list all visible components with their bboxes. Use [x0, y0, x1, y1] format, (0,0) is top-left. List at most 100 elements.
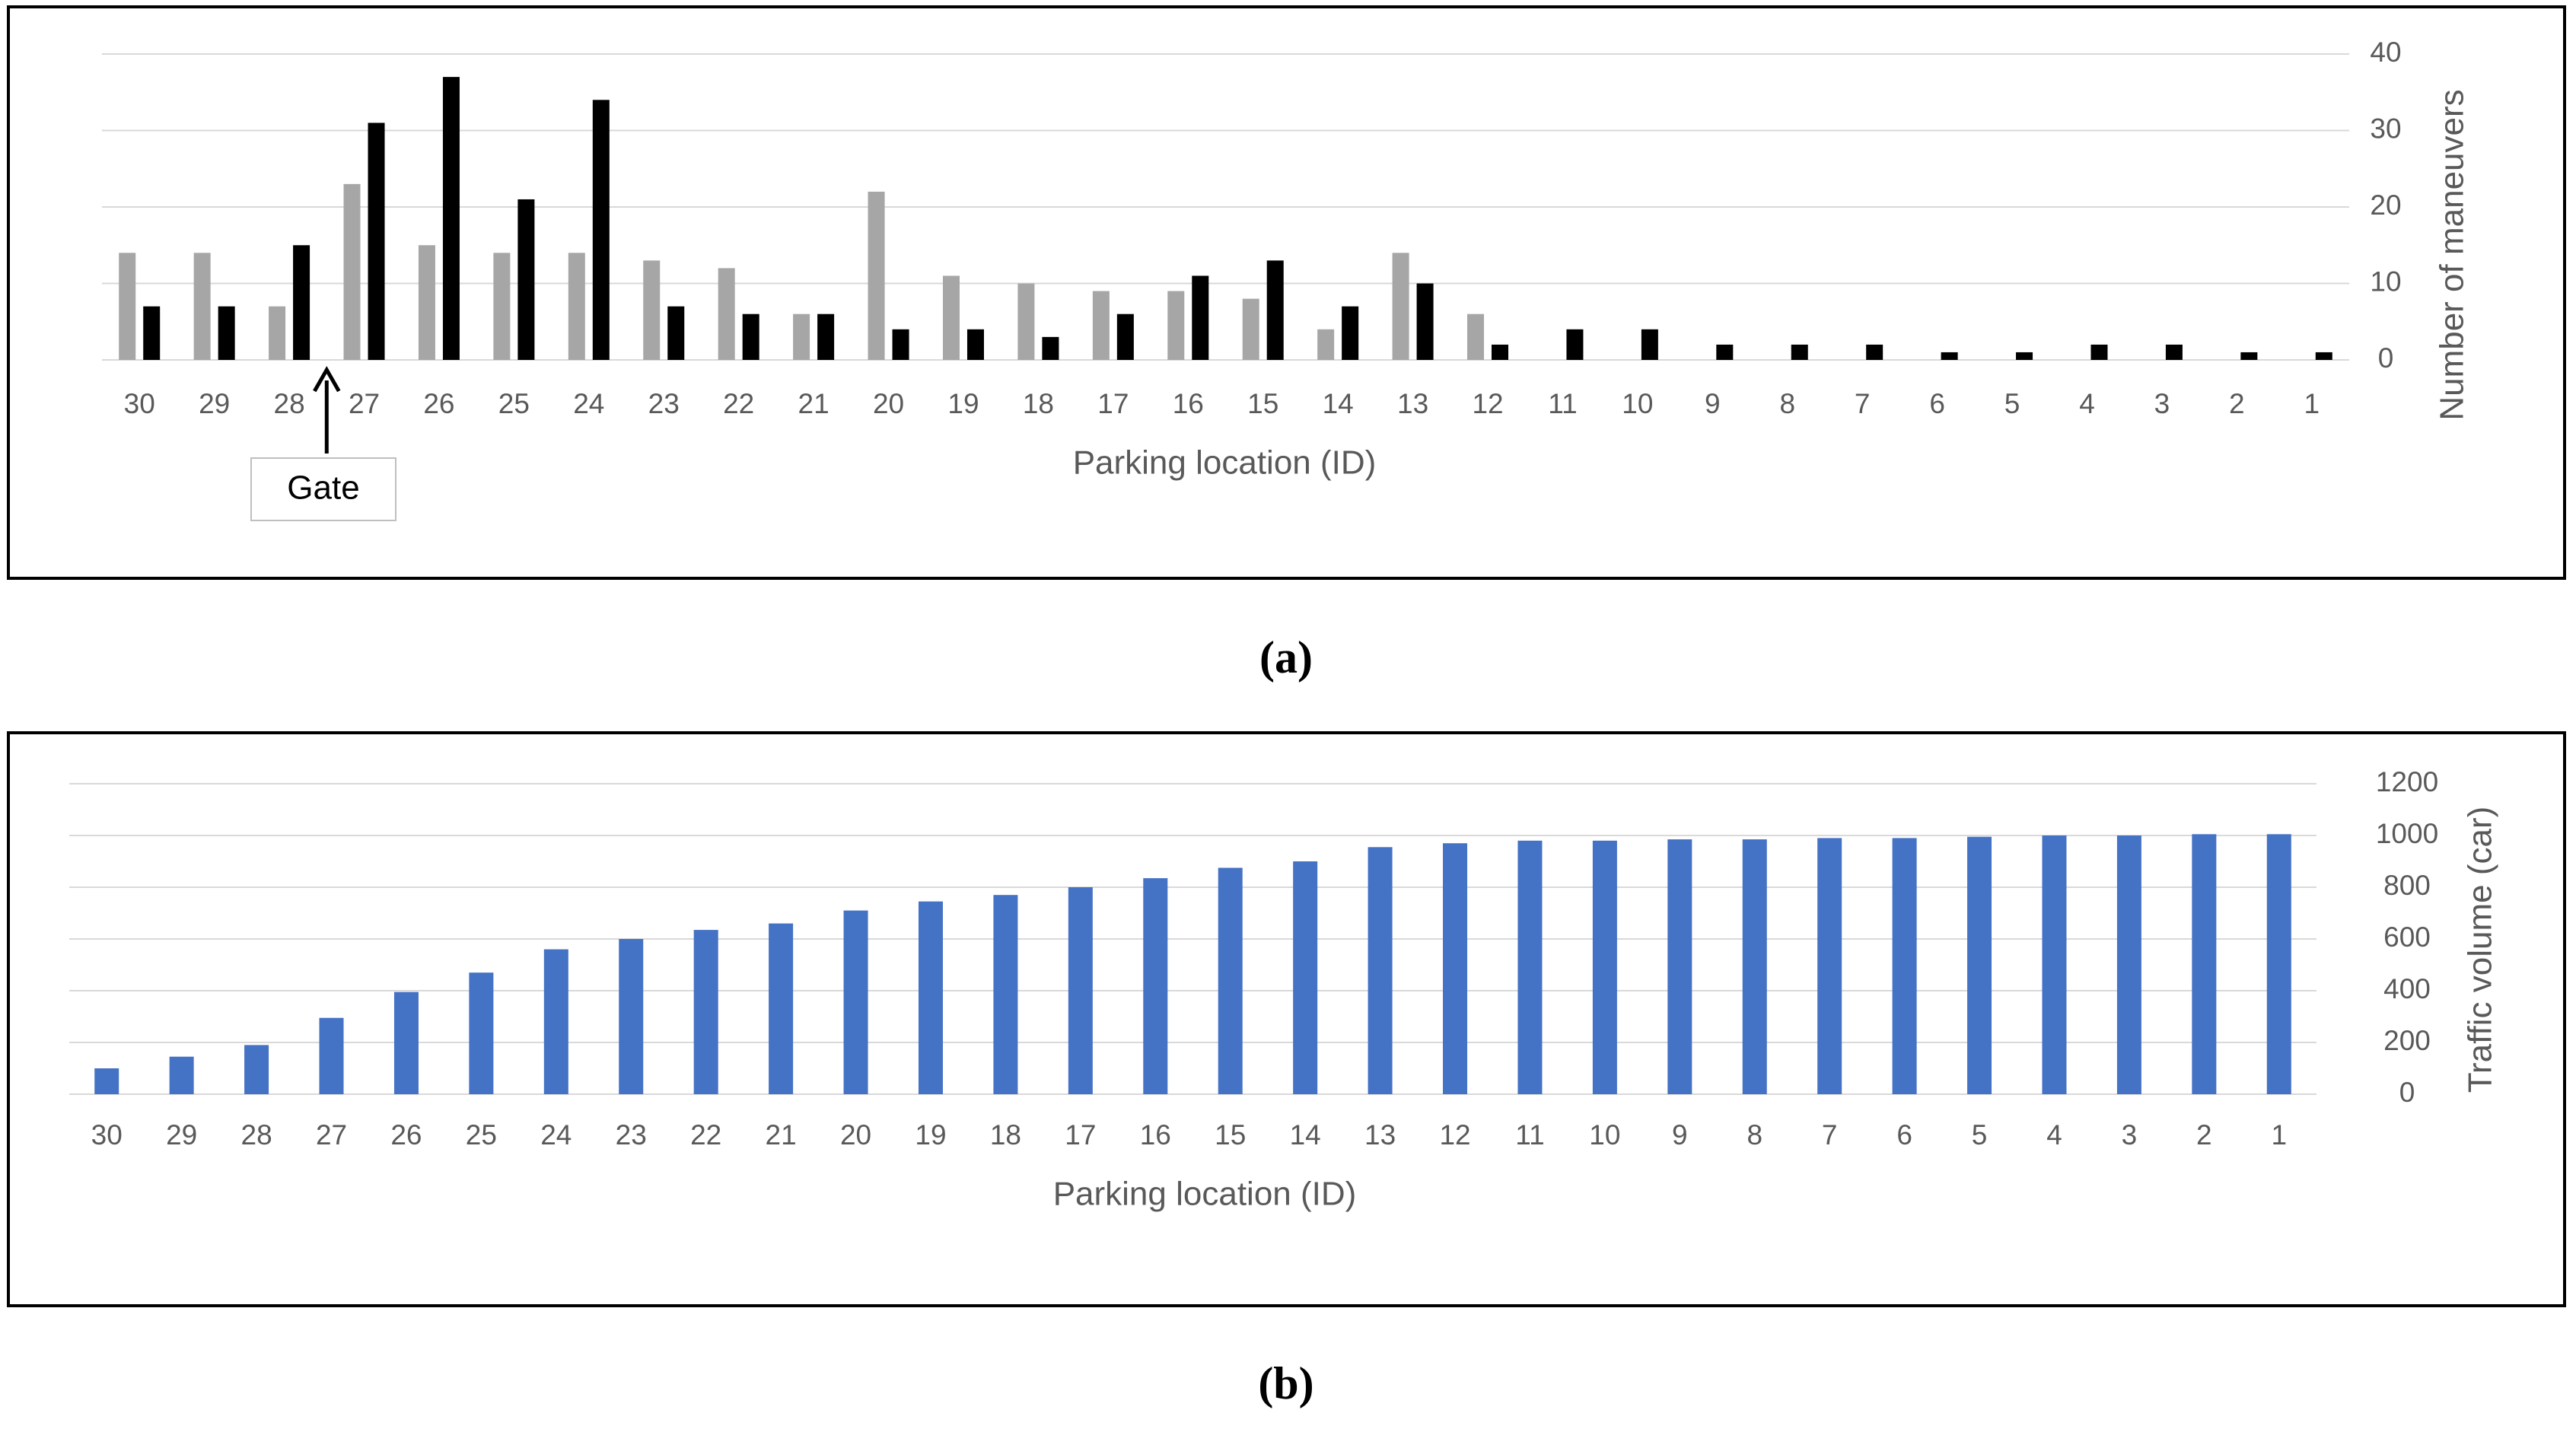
- x-tick-label: 16: [1173, 388, 1204, 419]
- bar: [2116, 835, 2141, 1094]
- bar: [218, 306, 235, 360]
- bar: [843, 910, 868, 1094]
- bar: [1368, 847, 1393, 1094]
- bar: [517, 199, 535, 360]
- bar: [793, 313, 810, 360]
- x-tick-label: 4: [2046, 1119, 2062, 1151]
- chart-frame: [7, 5, 2566, 580]
- x-tick-label: 26: [390, 1119, 422, 1151]
- y-axis-title: Traffic volume (car): [2462, 807, 2499, 1093]
- x-tick-label: 14: [1290, 1119, 1321, 1151]
- y-tick-label: 800: [2383, 870, 2431, 901]
- bar: [693, 930, 718, 1094]
- bar: [2266, 834, 2291, 1094]
- y-tick-label: 200: [2383, 1025, 2431, 1056]
- y-tick-label: 400: [2383, 973, 2431, 1004]
- bar: [343, 183, 361, 360]
- bar: [1443, 843, 1468, 1094]
- bar: [368, 123, 385, 360]
- x-tick-label: 19: [947, 388, 979, 419]
- bar: [667, 306, 685, 360]
- bar: [1392, 253, 1409, 360]
- bar: [1317, 329, 1335, 360]
- gate-box: [250, 457, 396, 521]
- x-tick-label: 21: [766, 1119, 797, 1151]
- y-tick-label: 600: [2383, 921, 2431, 953]
- caption: (a): [1259, 632, 1313, 683]
- x-tick-label: 28: [274, 388, 305, 419]
- y-tick-label: 0: [2378, 342, 2394, 374]
- x-tick-label: 14: [1323, 388, 1354, 419]
- bar: [1068, 887, 1093, 1094]
- x-tick-label: 25: [498, 388, 530, 419]
- bar: [319, 1017, 344, 1094]
- x-tick-label: 21: [798, 388, 829, 419]
- bar: [393, 991, 419, 1094]
- bar: [942, 275, 960, 360]
- bar: [742, 313, 759, 360]
- bar: [1218, 867, 1243, 1094]
- chart-frame: [7, 731, 2566, 1307]
- bar: [2192, 834, 2217, 1094]
- bar: [119, 253, 136, 360]
- bar: [543, 949, 568, 1094]
- bar: [619, 939, 644, 1094]
- bar: [1967, 836, 1992, 1094]
- x-tick-label: 5: [1972, 1119, 1988, 1151]
- bar: [169, 1056, 194, 1094]
- x-tick-label: 9: [1672, 1119, 1688, 1151]
- x-tick-label: 18: [990, 1119, 1021, 1151]
- bar: [1817, 838, 1842, 1094]
- bar: [1416, 283, 1434, 360]
- bar: [769, 923, 794, 1094]
- bar: [1192, 275, 1209, 360]
- x-tick-label: 7: [1822, 1119, 1838, 1151]
- x-tick-label: 30: [91, 1119, 123, 1151]
- gate-arrowhead: [313, 365, 341, 393]
- x-tick-label: 1: [2271, 1119, 2287, 1151]
- bar: [293, 245, 310, 360]
- y-axis-title: Number of maneuvers: [2434, 89, 2471, 420]
- bar: [1116, 313, 1134, 360]
- bar: [817, 313, 835, 360]
- x-tick-label: 1: [2304, 388, 2320, 419]
- bar: [568, 253, 585, 360]
- bar: [1266, 260, 1284, 360]
- x-tick-label: 20: [873, 388, 904, 419]
- bar: [1791, 344, 1808, 360]
- x-tick-label: 4: [2079, 388, 2095, 419]
- bar: [2315, 352, 2332, 360]
- bar: [1667, 839, 1692, 1094]
- bar: [1941, 352, 1958, 360]
- gate-label: Gate: [287, 469, 359, 507]
- bar: [643, 260, 661, 360]
- x-tick-label: 17: [1097, 388, 1129, 419]
- bar: [993, 895, 1018, 1094]
- x-tick-label: 13: [1397, 388, 1428, 419]
- x-axis-title: Parking location (ID): [1053, 1176, 1357, 1213]
- bar: [1293, 861, 1318, 1094]
- y-tick-label: 0: [2399, 1077, 2415, 1108]
- x-tick-label: 27: [349, 388, 380, 419]
- bar: [1742, 839, 1767, 1094]
- bar: [1143, 878, 1168, 1094]
- x-tick-label: 8: [1779, 388, 1795, 419]
- x-tick-label: 9: [1705, 388, 1721, 419]
- bar: [718, 268, 735, 360]
- y-tick-label: 20: [2370, 189, 2401, 221]
- x-tick-label: 11: [1548, 388, 1577, 419]
- y-tick-label: 30: [2370, 113, 2401, 144]
- bar: [966, 329, 984, 360]
- bar: [1042, 336, 1059, 360]
- x-tick-label: 8: [1747, 1119, 1762, 1151]
- x-tick-label: 29: [166, 1119, 197, 1151]
- bar: [2042, 835, 2067, 1094]
- bar: [2165, 344, 2183, 360]
- x-tick-label: 3: [2122, 1119, 2138, 1151]
- bar: [1167, 291, 1185, 360]
- bar: [1467, 313, 1485, 360]
- x-tick-label: 24: [573, 388, 604, 419]
- bar: [1592, 840, 1617, 1094]
- x-tick-label: 12: [1439, 1119, 1470, 1151]
